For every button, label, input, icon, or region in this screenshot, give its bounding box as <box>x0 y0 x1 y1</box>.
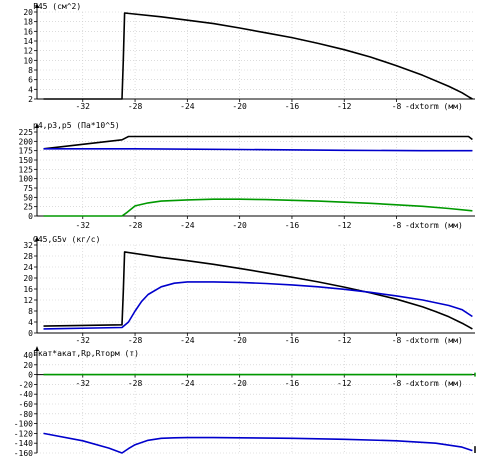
x-tick-label: -12 <box>337 221 352 230</box>
x-axis-label: -dxtorm (мм) <box>405 102 463 111</box>
x-tick-label: -12 <box>337 102 352 111</box>
y-tick-label: 8 <box>28 66 33 75</box>
y-axis-arrow <box>35 3 39 8</box>
x-tick-label: -16 <box>285 102 300 111</box>
x-tick-label: -12 <box>337 336 352 345</box>
x-tick-label: -24 <box>180 379 195 388</box>
x-tick-label: -28 <box>128 336 143 345</box>
y-tick-label: 0 <box>28 371 33 380</box>
y-tick-label: -100 <box>14 420 33 429</box>
x-tick-label: -8 <box>392 336 402 345</box>
series-line-1 <box>43 12 473 100</box>
y-tick-label: 4 <box>28 85 33 94</box>
x-tick-label: -24 <box>180 102 195 111</box>
x-tick-label: -32 <box>76 379 91 388</box>
y-tick-label: 125 <box>19 165 34 174</box>
x-axis-label: -dxtorm (мм) <box>405 221 463 230</box>
y-tick-label: 75 <box>23 184 33 193</box>
y-tick-label: -20 <box>19 380 34 389</box>
y-tick-label: 12 <box>23 296 33 305</box>
y-tick-label: 32 <box>23 241 33 250</box>
y-tick-label: 12 <box>23 47 33 56</box>
y-tick-label: 18 <box>23 18 33 27</box>
x-axis-label: -dxtorm (мм) <box>405 336 463 345</box>
chart-title: F45 (см^2) <box>33 2 81 11</box>
x-tick-label: -28 <box>128 102 143 111</box>
y-tick-label: 24 <box>23 263 33 272</box>
y-tick-label: 225 <box>19 128 34 137</box>
x-tick-label: -16 <box>285 336 300 345</box>
series-line-1 <box>43 135 473 150</box>
y-tick-label: -60 <box>19 400 34 409</box>
x-tick-label: -32 <box>76 336 91 345</box>
x-tick-label: -16 <box>285 221 300 230</box>
y-tick-label: 20 <box>23 8 33 17</box>
series-line-1 <box>43 251 473 330</box>
y-tick-label: 40 <box>23 351 33 360</box>
y-tick-label: 50 <box>23 193 33 202</box>
y-tick-label: 6 <box>28 76 33 85</box>
x-tick-label: -24 <box>180 221 195 230</box>
y-tick-label: 2 <box>28 95 33 104</box>
y-tick-label: 0 <box>28 329 33 338</box>
y-tick-label: 150 <box>19 156 34 165</box>
x-tick-label: -12 <box>337 379 352 388</box>
y-tick-label: -40 <box>19 390 34 399</box>
y-tick-label: 20 <box>23 361 33 370</box>
y-tick-label: 16 <box>23 27 33 36</box>
chart-3: 0 4 8 12 16 20 24 28 32 -32 -28 -24 -20 -16 -12 -8 -dxto… <box>23 235 475 345</box>
y-tick-label: -120 <box>14 429 33 438</box>
y-tick-label: 175 <box>19 147 34 156</box>
x-tick-label: -8 <box>392 102 402 111</box>
y-tick-label: 8 <box>28 307 33 316</box>
x-tick-label: -8 <box>392 221 402 230</box>
x-tick-label: -20 <box>232 336 247 345</box>
series-line-3 <box>43 198 473 217</box>
x-tick-label: -28 <box>128 379 143 388</box>
y-tick-label: 10 <box>23 56 33 65</box>
x-tick-label: -32 <box>76 102 91 111</box>
x-axis-label: -dxtorm (мм) <box>405 379 463 388</box>
y-tick-label: 28 <box>23 252 33 261</box>
y-axis-arrow <box>35 236 39 241</box>
y-tick-label: 0 <box>28 212 33 221</box>
x-tick-label: -32 <box>76 221 91 230</box>
chart-title: p4,p3,p5 (Па*10^5) <box>33 121 120 130</box>
chart-title: Fкат*акат,Rp,Rторм (т) <box>33 349 139 358</box>
y-tick-label: 100 <box>19 175 34 184</box>
x-tick-label: -20 <box>232 221 247 230</box>
x-tick-label: -20 <box>232 102 247 111</box>
y-tick-label: 20 <box>23 274 33 283</box>
x-tick-label: -8 <box>392 379 402 388</box>
y-tick-label: 16 <box>23 285 33 294</box>
x-tick-label: -20 <box>232 379 247 388</box>
y-axis-arrow <box>35 123 39 128</box>
series-line-2 <box>43 281 473 330</box>
y-tick-label: -160 <box>14 449 33 458</box>
chart-title: G45,G5v (кг/с) <box>33 235 100 244</box>
x-tick-label: -28 <box>128 221 143 230</box>
y-axis-arrow <box>35 346 39 351</box>
x-tick-label: -24 <box>180 336 195 345</box>
series-line-2 <box>43 148 473 152</box>
y-tick-label: 25 <box>23 203 33 212</box>
x-tick-label: -16 <box>285 379 300 388</box>
y-tick-label: 14 <box>23 37 33 46</box>
series-line-2 <box>43 432 473 454</box>
y-tick-label: -140 <box>14 439 33 448</box>
y-tick-label: -80 <box>19 410 34 419</box>
y-tick-label: 4 <box>28 318 33 327</box>
y-tick-label: 200 <box>19 137 34 146</box>
